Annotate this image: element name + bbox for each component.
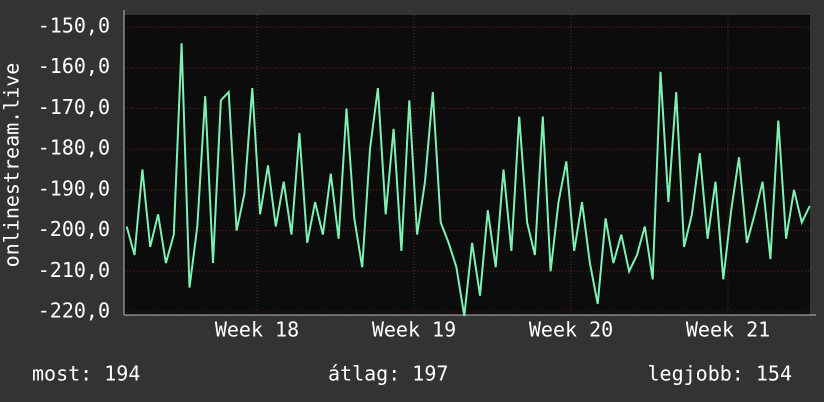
y-tick-label: -150,0 — [38, 14, 110, 38]
summary-stat: legjobb: 154 — [648, 362, 793, 386]
plot-area — [124, 15, 810, 315]
y-tick-label: -210,0 — [38, 258, 110, 282]
y-tick-label: -170,0 — [38, 95, 110, 119]
data-line — [125, 43, 811, 317]
x-tick-label: Week 18 — [215, 318, 299, 342]
summary-stat: most: 194 — [32, 362, 140, 386]
y-tick-label: -160,0 — [38, 54, 110, 78]
y-tick-label: -180,0 — [38, 136, 110, 160]
summary-stat: átlag: 197 — [328, 362, 448, 386]
y-tick-label: -200,0 — [38, 217, 110, 241]
x-tick-label: Week 20 — [529, 318, 613, 342]
y-tick-label: -220,0 — [38, 299, 110, 323]
y-axis-label: onlinestream.live — [0, 63, 24, 268]
y-tick-label: -190,0 — [38, 176, 110, 200]
x-tick-label: Week 21 — [686, 318, 770, 342]
x-tick-label: Week 19 — [372, 318, 456, 342]
